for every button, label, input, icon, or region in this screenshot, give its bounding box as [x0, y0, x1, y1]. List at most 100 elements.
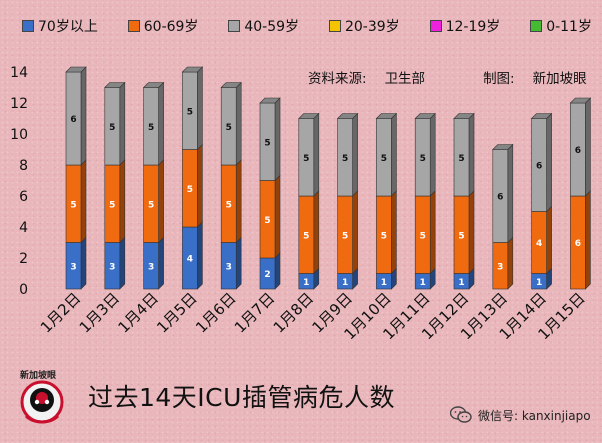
bar-value-label: 5 — [187, 107, 193, 117]
wechat-text: 微信号: kanxinjiapo — [478, 408, 591, 423]
legend-item-4: 12-19岁 — [429, 16, 500, 36]
bar-value-label: 5 — [381, 154, 387, 164]
source-value: 卫生部 — [384, 71, 426, 87]
chart-legend: 70岁以上 60-69岁 40-59岁 20-39岁 12-19岁 0-11岁 — [22, 16, 592, 36]
bar-value-label: 5 — [187, 185, 193, 195]
bar-value-label: 5 — [458, 154, 464, 164]
x-tick-label: 1月3日 — [76, 289, 123, 336]
bar-value-label: 5 — [109, 200, 115, 210]
bar-value-label: 5 — [303, 231, 309, 241]
bar-side — [80, 159, 87, 244]
bar-side — [119, 159, 126, 244]
bar-value-label: 6 — [536, 162, 542, 172]
bar-side — [429, 112, 436, 197]
bar-top — [142, 82, 165, 88]
x-tick-label: 1月5日 — [153, 289, 200, 336]
bar-side — [158, 81, 164, 166]
bar-side — [585, 97, 591, 197]
y-tick-label: 4 — [19, 220, 28, 236]
bar-side — [352, 112, 358, 197]
x-tick-label: 1月4日 — [114, 289, 161, 336]
y-tick-label: 2 — [19, 251, 28, 267]
legend-swatch — [127, 20, 140, 32]
bar-side — [352, 190, 358, 275]
bar-side — [274, 97, 281, 182]
bar-top — [220, 82, 242, 88]
source-credit: 资料来源: 卫生部 制图: 新加坡眼 — [308, 67, 587, 87]
y-tick-label: 6 — [19, 189, 28, 205]
bar-value-label: 6 — [575, 239, 581, 249]
bar-value-label: 5 — [420, 154, 426, 164]
legend-item-0: 70岁以上 — [22, 16, 98, 36]
y-tick-label: 14 — [10, 65, 28, 81]
bar-side — [391, 112, 397, 197]
legend-item-2: 40-59岁 — [228, 16, 299, 36]
bar-side — [274, 252, 281, 290]
footer-title: 过去14天ICU插管病危人数 — [88, 383, 395, 412]
bar-value-label: 5 — [264, 138, 270, 148]
brand-logo-icon — [20, 380, 64, 424]
bar-top — [104, 82, 126, 88]
made-by-label: 制图: — [483, 71, 515, 87]
bar-side — [507, 143, 514, 244]
bar-top — [414, 113, 436, 119]
legend-item-1: 60-69岁 — [127, 16, 199, 36]
x-tick-label: 1月6日 — [192, 289, 239, 336]
made-by-value: 新加坡眼 — [532, 71, 587, 87]
wechat-icon — [450, 406, 472, 423]
bar-value-label: 1 — [303, 278, 309, 288]
legend-item-3: 20-39岁 — [328, 16, 400, 36]
legend-swatch — [228, 20, 241, 32]
bar-side — [313, 190, 320, 275]
bar-value-label: 6 — [70, 115, 76, 125]
bar-value-label: 5 — [70, 200, 76, 210]
y-tick-label: 10 — [10, 127, 28, 143]
bar-value-label: 6 — [575, 146, 581, 156]
bar-value-label: 5 — [342, 231, 348, 241]
bar-side — [235, 159, 242, 244]
legend-item-5: 0-11岁 — [530, 16, 592, 36]
bar-top — [530, 113, 553, 119]
legend-label: 70岁以上 — [38, 19, 98, 35]
bar-side — [197, 221, 203, 290]
legend-label: 0-11岁 — [546, 19, 592, 35]
legend-label: 20-39岁 — [344, 19, 400, 35]
y-tick-label: 12 — [10, 96, 28, 112]
y-tick-label: 0 — [19, 282, 28, 298]
bar-top — [569, 97, 592, 104]
bar-value-label: 5 — [226, 200, 232, 210]
bar-side — [235, 236, 242, 290]
bar-value-label: 6 — [497, 193, 503, 203]
bar-side — [158, 159, 164, 244]
logo-text: 新加坡眼 — [20, 371, 57, 381]
bar-value-label: 5 — [342, 154, 348, 164]
legend-swatch — [328, 20, 341, 32]
bar-value-label: 4 — [187, 255, 193, 265]
bar-top — [375, 113, 398, 119]
x-tick-label: 1月2日 — [37, 289, 84, 336]
bar-value-label: 3 — [148, 262, 154, 272]
bar-value-label: 3 — [70, 262, 76, 272]
legend-label: 60-69岁 — [143, 19, 199, 35]
bar-value-label: 1 — [458, 278, 464, 288]
bar-value-label: 3 — [109, 262, 115, 272]
bar-side — [507, 236, 514, 290]
bar-side — [235, 81, 242, 166]
bar-value-label: 5 — [148, 123, 154, 133]
bar-value-label: 5 — [148, 200, 154, 210]
bar-value-label: 5 — [303, 154, 309, 164]
y-tick-label: 8 — [19, 158, 28, 174]
bar-side — [274, 174, 281, 259]
bar-value-label: 4 — [536, 239, 542, 249]
bar-side — [546, 205, 552, 275]
bar-value-label: 3 — [497, 262, 503, 272]
bar-value-label: 5 — [264, 216, 270, 226]
bar-top — [181, 66, 204, 73]
bar-side — [391, 190, 397, 275]
bar-side — [119, 81, 126, 166]
bar-value-label: 5 — [458, 231, 464, 241]
bar-side — [585, 190, 591, 290]
bar-side — [119, 236, 126, 290]
bar-side — [429, 190, 436, 275]
